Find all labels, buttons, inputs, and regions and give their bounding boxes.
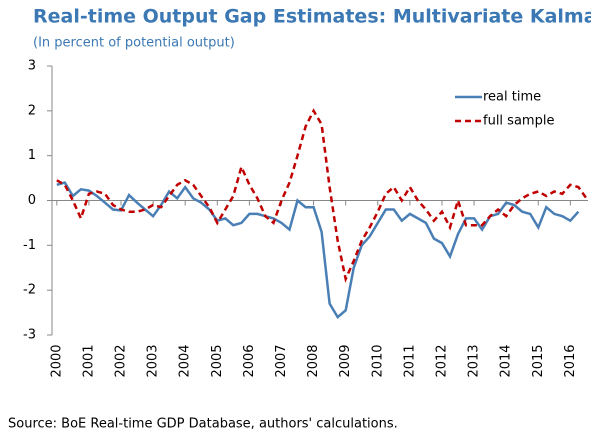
x-tick-label: 2002 bbox=[114, 344, 129, 377]
y-tick-label: -2 bbox=[23, 283, 36, 298]
y-tick-label: -3 bbox=[23, 328, 36, 343]
x-tick-label: 2007 bbox=[274, 344, 289, 377]
legend-label: real time bbox=[483, 90, 541, 105]
x-tick-label: 2006 bbox=[242, 344, 257, 377]
x-tick-label: 2012 bbox=[434, 344, 449, 377]
chart-title: Real-time Output Gap Estimates: Multivar… bbox=[33, 6, 591, 28]
x-tick-label: 2003 bbox=[146, 344, 161, 377]
x-tick-label: 2005 bbox=[210, 344, 225, 377]
legend-label: full sample bbox=[483, 114, 554, 129]
y-tick-label: -1 bbox=[23, 238, 36, 253]
x-tick-label: 2009 bbox=[338, 344, 353, 377]
x-tick-label: 2004 bbox=[178, 344, 193, 377]
chart-subtitle: (In percent of potential output) bbox=[33, 36, 235, 51]
source-note: Source: BoE Real-time GDP Database, auth… bbox=[8, 417, 398, 432]
x-tick-label: 2000 bbox=[49, 344, 64, 377]
x-tick-label: 2011 bbox=[402, 344, 417, 377]
y-tick-label: 2 bbox=[28, 103, 36, 118]
x-tick-label: 2016 bbox=[563, 344, 578, 377]
x-tick-label: 2001 bbox=[81, 344, 96, 377]
x-tick-label: 2014 bbox=[499, 344, 514, 377]
y-tick-label: 0 bbox=[28, 193, 36, 208]
y-tick-label: 1 bbox=[28, 148, 36, 163]
series-line bbox=[56, 108, 588, 284]
x-tick-label: 2015 bbox=[531, 344, 546, 377]
x-tick-label: 2010 bbox=[370, 344, 385, 377]
x-tick-label: 2013 bbox=[467, 344, 482, 377]
series-line bbox=[56, 181, 580, 320]
y-tick-label: 3 bbox=[28, 59, 36, 74]
x-tick-label: 2008 bbox=[306, 344, 321, 377]
